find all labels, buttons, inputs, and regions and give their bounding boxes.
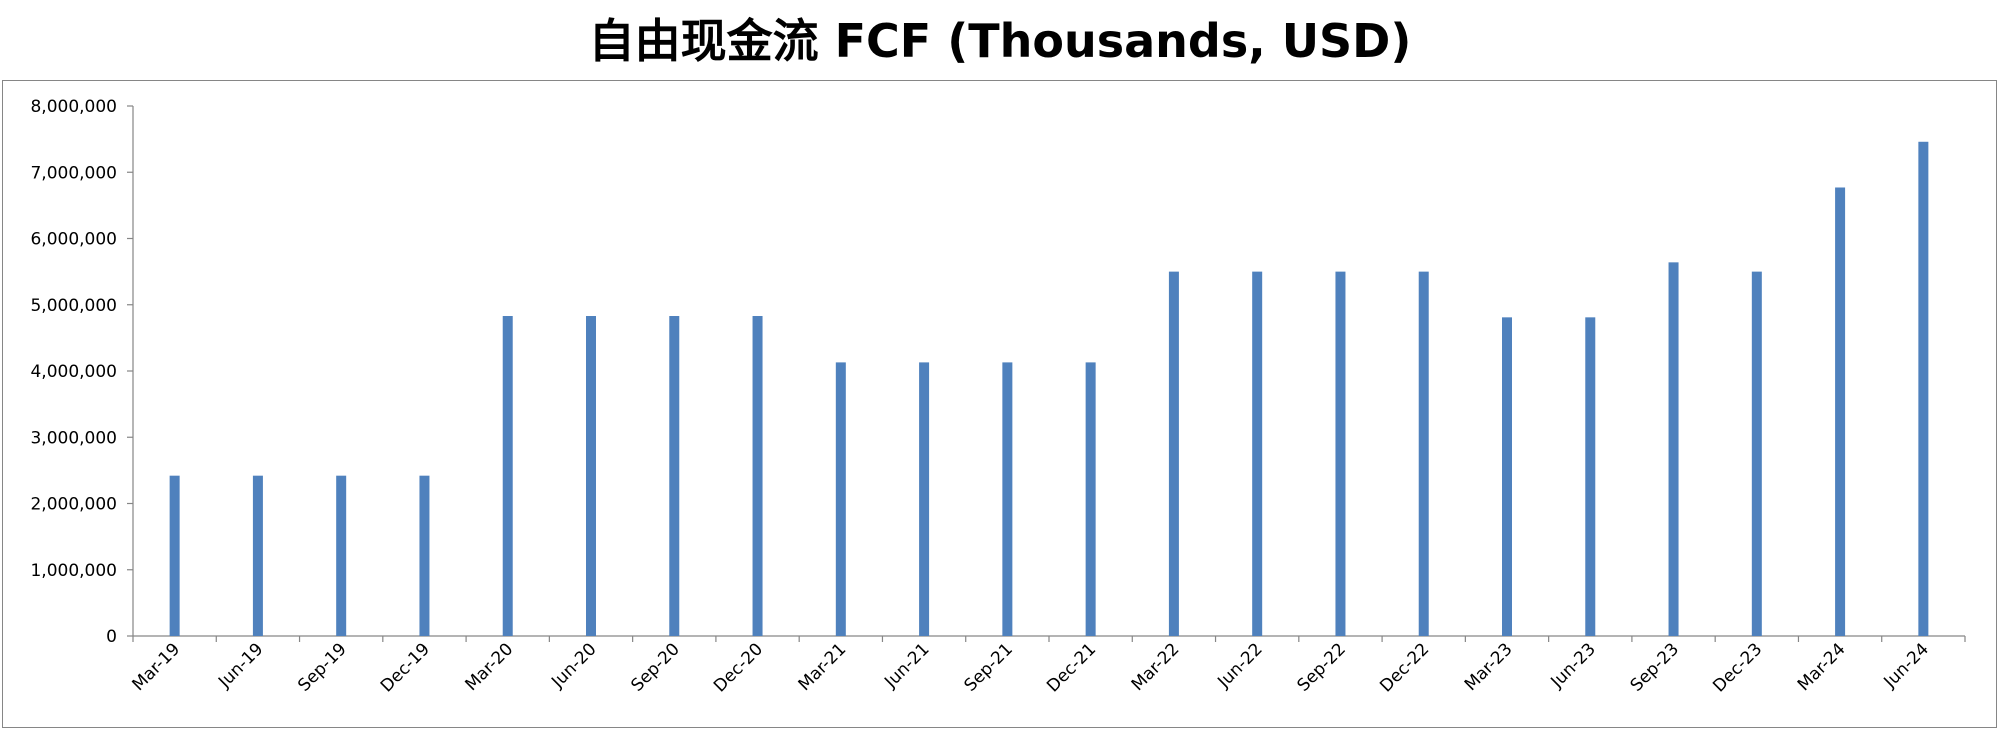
bar bbox=[752, 316, 763, 636]
x-tick-label: Jun-20 bbox=[547, 639, 600, 692]
bar bbox=[1418, 271, 1429, 636]
x-tick-label: Sep-23 bbox=[1627, 639, 1683, 695]
x-tick-label: Sep-22 bbox=[1294, 639, 1350, 695]
bar bbox=[252, 475, 263, 636]
x-tick-label: Mar-22 bbox=[1128, 639, 1184, 695]
x-tick-label: Sep-21 bbox=[960, 639, 1016, 695]
bar bbox=[1585, 317, 1596, 636]
bar bbox=[835, 362, 846, 636]
x-tick-label: Jun-19 bbox=[214, 639, 267, 692]
bar bbox=[169, 475, 180, 636]
bar bbox=[336, 475, 347, 636]
bar bbox=[586, 316, 596, 636]
x-tick-label: Dec-22 bbox=[1376, 639, 1433, 696]
y-tick-label: 6,000,000 bbox=[30, 230, 117, 250]
x-tick-label: Dec-20 bbox=[710, 639, 767, 696]
y-tick-label: 2,000,000 bbox=[30, 495, 117, 515]
x-tick-label: Mar-19 bbox=[128, 639, 184, 695]
x-tick-label: Mar-23 bbox=[1461, 639, 1517, 695]
x-tick-label: Sep-19 bbox=[294, 639, 350, 695]
bar bbox=[1252, 271, 1263, 636]
x-tick-label: Dec-21 bbox=[1043, 639, 1100, 696]
bar bbox=[419, 475, 430, 636]
y-tick-label: 1,000,000 bbox=[30, 561, 117, 581]
bar bbox=[1918, 141, 1929, 636]
x-tick-label: Mar-20 bbox=[462, 639, 518, 695]
x-tick-label: Mar-21 bbox=[795, 639, 851, 695]
bar bbox=[1668, 262, 1679, 636]
chart-area bbox=[2, 80, 1997, 728]
x-tick-label: Dec-23 bbox=[1709, 639, 1766, 696]
bar bbox=[502, 316, 513, 636]
bar bbox=[1335, 271, 1346, 636]
bar bbox=[1002, 362, 1013, 636]
bar-series bbox=[169, 141, 1929, 637]
y-tick-label: 5,000,000 bbox=[30, 296, 117, 316]
bar bbox=[919, 362, 930, 636]
x-axis: Mar-19 Jun-19 Sep-19 Dec-19 Mar-20 Jun-20 Sep-… bbox=[128, 635, 1966, 696]
y-tick-label: 8,000,000 bbox=[30, 97, 117, 117]
y-tick-label: 0 bbox=[106, 627, 117, 647]
y-tick-label: 4,000,000 bbox=[30, 362, 117, 382]
bar bbox=[1085, 362, 1096, 636]
x-tick-label: Dec-19 bbox=[377, 639, 434, 696]
x-tick-label: Sep-20 bbox=[627, 639, 683, 695]
x-tick-label: Jun-23 bbox=[1547, 639, 1600, 692]
y-tick-label: 7,000,000 bbox=[30, 163, 117, 183]
chart-title: 自由现金流 FCF (Thousands, USD) bbox=[588, 14, 1412, 68]
bar bbox=[1168, 271, 1179, 636]
bar bbox=[1751, 271, 1762, 636]
x-tick-label: Jun-21 bbox=[880, 639, 933, 692]
y-tick-label: 3,000,000 bbox=[30, 428, 117, 448]
bar bbox=[1502, 317, 1512, 636]
x-tick-label: Jun-22 bbox=[1213, 639, 1266, 692]
y-axis: 0 1,000,000 2,000,000 3,000,000 4,000,000 5,0… bbox=[30, 97, 134, 647]
bar bbox=[1835, 187, 1846, 637]
x-tick-label: Mar-24 bbox=[1794, 639, 1850, 695]
x-tick-label: Jun-24 bbox=[1880, 639, 1933, 692]
bar bbox=[669, 316, 680, 636]
